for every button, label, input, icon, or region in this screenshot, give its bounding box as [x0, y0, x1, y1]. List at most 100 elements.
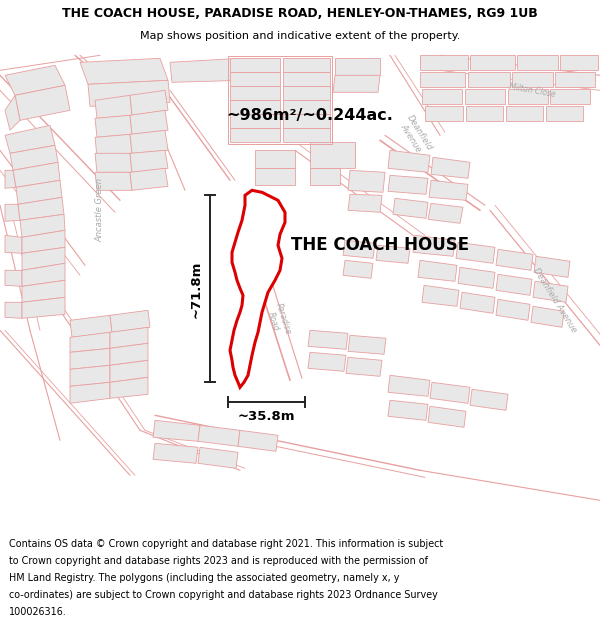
Text: to Crown copyright and database rights 2023 and is reproduced with the permissio: to Crown copyright and database rights 2…	[9, 556, 428, 566]
Polygon shape	[255, 150, 295, 168]
Polygon shape	[308, 330, 348, 349]
Polygon shape	[431, 158, 470, 178]
Polygon shape	[283, 100, 330, 114]
Polygon shape	[170, 58, 242, 82]
Polygon shape	[5, 95, 20, 130]
Polygon shape	[496, 249, 533, 270]
Polygon shape	[198, 425, 240, 446]
Polygon shape	[517, 55, 558, 70]
Polygon shape	[230, 114, 280, 128]
Polygon shape	[422, 285, 459, 306]
Polygon shape	[420, 72, 465, 88]
Polygon shape	[70, 332, 110, 352]
Polygon shape	[5, 170, 16, 188]
Polygon shape	[388, 400, 428, 420]
Polygon shape	[130, 168, 168, 190]
Polygon shape	[5, 270, 22, 286]
Polygon shape	[534, 256, 570, 278]
Polygon shape	[22, 230, 65, 253]
Polygon shape	[430, 382, 470, 403]
Polygon shape	[5, 235, 22, 253]
Polygon shape	[130, 150, 168, 173]
Polygon shape	[310, 168, 340, 185]
Polygon shape	[70, 365, 110, 386]
Polygon shape	[18, 198, 64, 220]
Polygon shape	[388, 175, 428, 194]
Polygon shape	[22, 298, 65, 318]
Polygon shape	[95, 115, 132, 138]
Polygon shape	[16, 180, 62, 204]
Polygon shape	[22, 280, 65, 302]
Text: ~71.8m: ~71.8m	[190, 260, 203, 318]
Polygon shape	[425, 106, 463, 121]
Polygon shape	[458, 268, 495, 288]
Polygon shape	[283, 58, 330, 72]
Polygon shape	[428, 406, 466, 428]
Polygon shape	[130, 130, 168, 153]
Polygon shape	[20, 214, 65, 238]
Polygon shape	[13, 162, 60, 188]
Polygon shape	[428, 203, 463, 223]
Polygon shape	[512, 72, 553, 88]
Polygon shape	[348, 194, 382, 213]
Polygon shape	[418, 260, 457, 281]
Polygon shape	[388, 150, 430, 173]
Polygon shape	[70, 382, 110, 403]
Polygon shape	[110, 343, 148, 365]
Polygon shape	[460, 292, 495, 313]
Text: Deanfield
Avenue: Deanfield Avenue	[396, 113, 434, 158]
Polygon shape	[15, 85, 70, 120]
Polygon shape	[110, 310, 150, 332]
Polygon shape	[470, 55, 515, 70]
Polygon shape	[283, 72, 330, 86]
Polygon shape	[5, 204, 20, 221]
Polygon shape	[88, 80, 170, 106]
Polygon shape	[283, 114, 330, 128]
Polygon shape	[429, 180, 468, 200]
Polygon shape	[508, 89, 548, 104]
Polygon shape	[546, 106, 583, 121]
Polygon shape	[533, 281, 568, 302]
Polygon shape	[310, 142, 355, 168]
Polygon shape	[70, 315, 112, 338]
Polygon shape	[230, 128, 280, 142]
Polygon shape	[10, 145, 58, 170]
Polygon shape	[230, 72, 280, 86]
Text: THE COACH HOUSE: THE COACH HOUSE	[291, 236, 469, 254]
Polygon shape	[130, 90, 168, 115]
Polygon shape	[376, 245, 410, 263]
Polygon shape	[110, 328, 148, 348]
Polygon shape	[506, 106, 543, 121]
Polygon shape	[560, 55, 598, 70]
Polygon shape	[465, 89, 505, 104]
Text: Contains OS data © Crown copyright and database right 2021. This information is : Contains OS data © Crown copyright and d…	[9, 539, 443, 549]
Polygon shape	[238, 430, 278, 451]
Polygon shape	[5, 125, 55, 153]
Polygon shape	[496, 299, 530, 320]
Text: Deanfield Avenue: Deanfield Avenue	[532, 266, 578, 334]
Polygon shape	[255, 168, 295, 185]
Text: ~35.8m: ~35.8m	[238, 410, 295, 422]
Polygon shape	[198, 448, 238, 468]
Polygon shape	[308, 352, 346, 371]
Polygon shape	[230, 86, 280, 100]
Text: co-ordinates) are subject to Crown copyright and database rights 2023 Ordnance S: co-ordinates) are subject to Crown copyr…	[9, 590, 438, 600]
Polygon shape	[130, 110, 168, 134]
Polygon shape	[346, 357, 382, 376]
Polygon shape	[110, 378, 148, 398]
Polygon shape	[413, 235, 455, 256]
Polygon shape	[5, 302, 22, 318]
Polygon shape	[70, 348, 110, 369]
Polygon shape	[343, 260, 373, 278]
Polygon shape	[95, 134, 132, 156]
Polygon shape	[496, 274, 532, 295]
Text: THE COACH HOUSE, PARADISE ROAD, HENLEY-ON-THAMES, RG9 1UB: THE COACH HOUSE, PARADISE ROAD, HENLEY-O…	[62, 7, 538, 20]
Polygon shape	[422, 89, 462, 104]
Polygon shape	[22, 248, 65, 270]
Polygon shape	[5, 65, 65, 95]
Polygon shape	[80, 58, 168, 84]
Polygon shape	[283, 86, 330, 100]
Text: 100026316.: 100026316.	[9, 608, 67, 618]
Bar	[228, 56, 332, 144]
Polygon shape	[95, 173, 132, 190]
